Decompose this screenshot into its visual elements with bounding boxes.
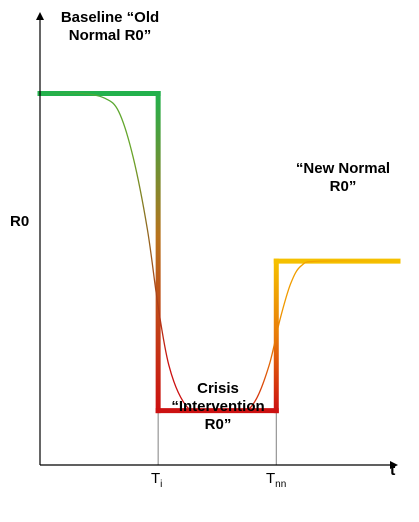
- annotation-baseline: Baseline “Old Normal R0”: [50, 9, 170, 45]
- x-tick-ti-sub: i: [160, 479, 163, 490]
- annotation-crisis-line3: R0”: [204, 416, 232, 433]
- y-axis-arrow: [36, 12, 44, 20]
- x-tick-tnn-main: T: [266, 470, 276, 487]
- x-tick-ti-main: T: [151, 470, 161, 487]
- annotation-new-normal-line1: “New Normal: [295, 160, 391, 177]
- guide-lines: [157, 410, 277, 465]
- annotation-new-normal: “New Normal R0”: [283, 160, 403, 196]
- annotation-new-normal-line2: R0”: [329, 178, 357, 195]
- annotation-baseline-line2: Normal R0”: [68, 27, 152, 44]
- annotation-crisis-line1: Crisis: [197, 380, 239, 397]
- annotation-crisis-line2: “Intervention: [171, 398, 265, 415]
- x-tick-tnn-sub: nn: [275, 479, 287, 490]
- x-tick-ti: Ti: [151, 470, 162, 490]
- response-curve: [40, 92, 399, 413]
- x-tick-tnn: Tnn: [266, 470, 286, 490]
- x-axis-label: t: [390, 462, 396, 479]
- annotation-baseline-line1: Baseline “Old: [60, 9, 160, 26]
- annotation-crisis: Crisis “Intervention R0”: [162, 380, 274, 434]
- y-axis-label: R0: [10, 213, 30, 230]
- axes: [36, 12, 398, 469]
- series-layer: [37, 91, 401, 414]
- x-axis-arrow: [390, 461, 398, 469]
